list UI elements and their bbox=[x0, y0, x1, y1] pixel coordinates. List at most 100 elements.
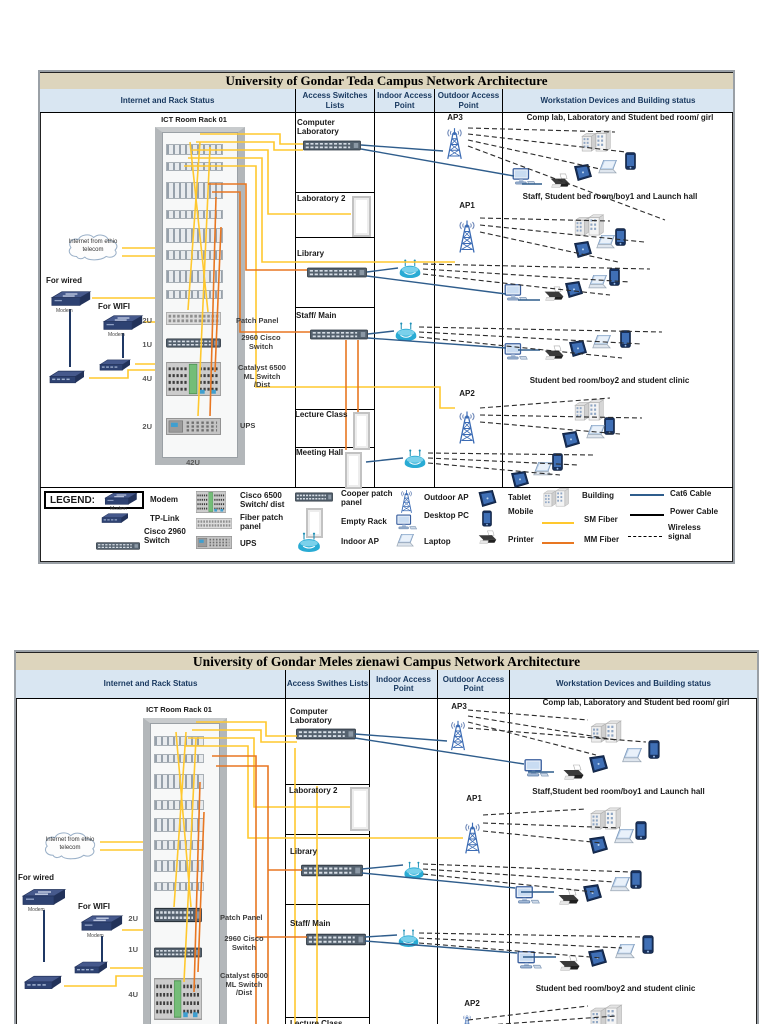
section-label-computer-laboratory: Computer Laboratory bbox=[290, 707, 332, 725]
section-divider bbox=[285, 904, 369, 905]
indoor-ap-icon bbox=[394, 322, 418, 341]
section-divider bbox=[295, 192, 374, 193]
modem-caption: Modem bbox=[87, 933, 104, 939]
tplink-switch-icon bbox=[45, 369, 89, 386]
section-divider bbox=[295, 447, 374, 448]
patch-panel-icon bbox=[154, 907, 202, 923]
ap2-label: AP2 bbox=[464, 999, 480, 1008]
indoor-ap-icon bbox=[398, 259, 422, 278]
outdoor-ap-icon bbox=[455, 407, 479, 448]
rack-slot bbox=[166, 182, 223, 199]
device-cluster bbox=[517, 935, 657, 977]
rack-slot bbox=[154, 774, 204, 789]
tplink-switch-icon bbox=[70, 960, 112, 976]
section-label-staff-main: Staff/ Main bbox=[296, 311, 337, 320]
access-switch-icon bbox=[301, 864, 363, 877]
legend-label-indoor-ap: Indoor AP bbox=[341, 537, 379, 546]
rack-unit-42u: 42U bbox=[186, 458, 200, 467]
legend-label-sm-fiber: SM Fiber bbox=[584, 515, 618, 524]
printer-icon bbox=[548, 173, 572, 188]
device-cluster bbox=[587, 805, 692, 857]
header-indoor-ap: Indoor Access Point bbox=[370, 670, 438, 699]
cisco-2960-label: 2960 Cisco Switch bbox=[224, 934, 264, 952]
device-cluster bbox=[572, 212, 672, 262]
legend-label-empty-rack: Empty Rack bbox=[341, 517, 387, 526]
device-cluster bbox=[515, 870, 650, 912]
tplink-switch-icon bbox=[95, 358, 135, 373]
column-divider bbox=[502, 112, 503, 487]
legend-label-building: Building bbox=[582, 491, 614, 500]
mobile-icon bbox=[642, 935, 654, 954]
modem-caption: Modem bbox=[56, 308, 73, 314]
printer-icon bbox=[561, 764, 586, 780]
mobile-icon bbox=[620, 330, 631, 348]
header-workstation-devices: Workstation Devices and Building status bbox=[510, 670, 757, 699]
building-icon bbox=[579, 128, 613, 152]
meles-zienawi-campus-diagram: University of Gondar Meles zienawi Campu… bbox=[14, 650, 759, 1024]
mobile-icon bbox=[625, 152, 636, 170]
laptop-icon bbox=[588, 275, 610, 291]
section-divider bbox=[295, 307, 374, 308]
laptop-icon bbox=[615, 944, 638, 961]
rack-slot bbox=[166, 270, 223, 283]
indoor-ap-icon bbox=[403, 449, 427, 468]
header-outdoor-ap: Outdoor Access Point bbox=[435, 89, 503, 113]
rack-slot bbox=[154, 818, 204, 832]
rack-slot bbox=[154, 800, 204, 810]
printer-icon bbox=[557, 955, 582, 971]
ap1-label: AP1 bbox=[459, 201, 475, 210]
access-switch-icon bbox=[296, 728, 356, 740]
legend-label-power: Power Cable bbox=[670, 507, 719, 516]
printer-icon bbox=[556, 889, 581, 905]
rack-slot bbox=[166, 210, 223, 219]
rack-unit-1u: 1U bbox=[142, 340, 152, 349]
ups-icon bbox=[166, 418, 221, 435]
rack-unit-1u: 1U bbox=[128, 945, 138, 954]
cloud-label: Internet from ethio telecom bbox=[45, 837, 95, 851]
legend-label-mobile: Mobile bbox=[508, 507, 534, 516]
rack-slot bbox=[166, 144, 223, 155]
ups-label: UPS bbox=[240, 421, 256, 430]
cooper-patch-panel-icon bbox=[295, 492, 333, 502]
section-label-meeting-hall: Meeting Hall bbox=[296, 448, 344, 457]
desktop-icon bbox=[517, 951, 542, 970]
section-divider bbox=[285, 834, 369, 835]
rack-slot bbox=[154, 736, 204, 746]
catalyst-label: Catalyst 6500 ML Switch /Dist bbox=[238, 363, 286, 390]
cisco-2960-switch-icon bbox=[96, 542, 140, 550]
modem-icon bbox=[50, 290, 92, 309]
legend-label-cat6: Cat6 Cable bbox=[670, 489, 712, 498]
legend-label-cisco6500: Cisco 6500 Switch/ dist bbox=[240, 491, 285, 509]
patch-panel-label: Patch Panel bbox=[220, 913, 263, 922]
outdoor-ap-icon bbox=[398, 488, 415, 515]
rack-slot bbox=[166, 290, 223, 299]
rack-slot bbox=[154, 882, 204, 891]
for-wired-label: For wired bbox=[18, 873, 55, 882]
laptop-icon bbox=[614, 829, 637, 846]
rack-unit-2u: 2U bbox=[142, 316, 152, 325]
section-divider bbox=[295, 409, 374, 410]
laptop-icon bbox=[586, 425, 608, 441]
rack-unit-4u: 4U bbox=[128, 990, 138, 999]
header-access-switches: Access Switches Lists bbox=[296, 89, 375, 113]
building-group-heading: Comp lab, Laboratory and Student bed roo… bbox=[526, 113, 714, 122]
building-icon bbox=[588, 1002, 624, 1024]
tablet-icon bbox=[476, 490, 497, 507]
header-indoor-ap: Indoor Access Point bbox=[375, 89, 435, 113]
ap2-label: AP2 bbox=[459, 389, 475, 398]
tablet-icon bbox=[587, 836, 608, 854]
laptop-icon bbox=[622, 748, 645, 765]
for-wired-label: For wired bbox=[46, 276, 83, 285]
legend-label-modem: Modem bbox=[150, 495, 178, 504]
tablet-icon bbox=[586, 949, 607, 967]
access-switch-icon bbox=[307, 267, 367, 278]
tablet-icon bbox=[560, 431, 580, 448]
legend-label-wireless: Wireless signal bbox=[668, 523, 701, 541]
desktop-icon bbox=[512, 168, 536, 186]
outdoor-ap-icon bbox=[456, 1014, 478, 1024]
access-switch-icon bbox=[310, 329, 368, 340]
laptop-icon bbox=[610, 877, 633, 894]
section-divider bbox=[285, 784, 369, 785]
device-cluster bbox=[509, 453, 589, 489]
